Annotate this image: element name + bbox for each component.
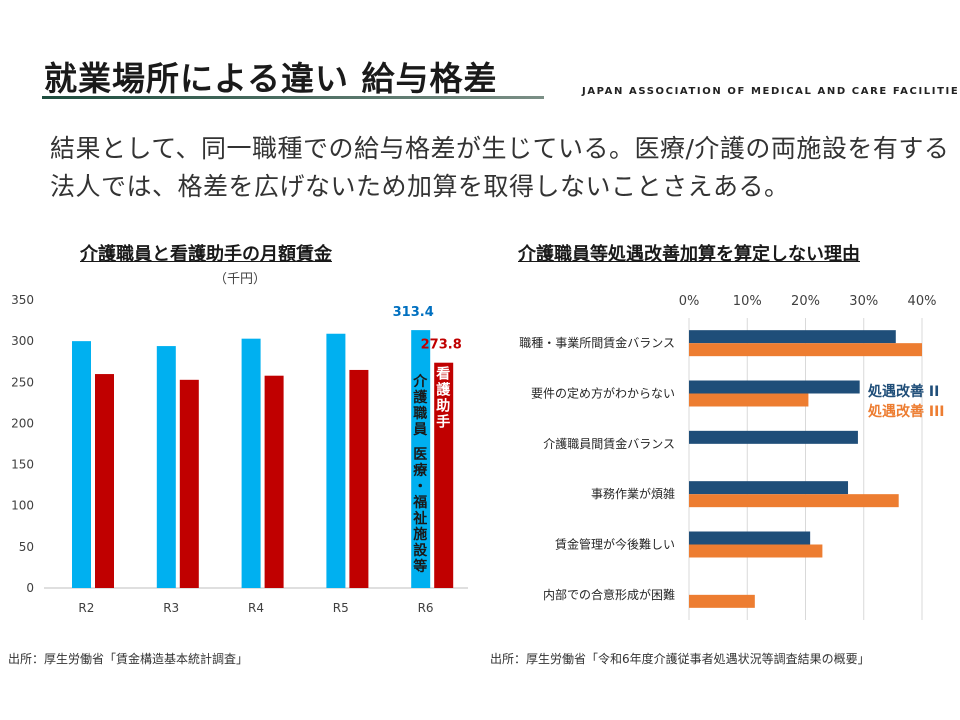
legend-entry: 処遇改善 II (867, 383, 939, 400)
category-label: 介護職員間賃金バランス (543, 436, 675, 451)
series-name-char: 職 (413, 405, 427, 422)
data-label-nursing-aide: 273.8 (421, 338, 462, 353)
bar-series-2 (689, 380, 860, 394)
y-tick-label: 150 (11, 458, 34, 472)
y-tick-label: 350 (11, 293, 34, 307)
bar-nursing-aide (434, 362, 454, 588)
series-name-char: 施 (413, 526, 427, 543)
organization-name: JAPAN ASSOCIATION OF MEDICAL AND CARE FA… (582, 86, 960, 97)
series-name-char: 員 (412, 422, 427, 438)
series-name-char: 療 (413, 462, 428, 479)
x-tick-label: R2 (78, 601, 94, 615)
bar-care-staff (326, 333, 346, 588)
category-label: 事務作業が煩雑 (591, 486, 675, 501)
slide-title: 就業場所による違い 給与格差 (44, 59, 498, 98)
bar-nursing-aide (264, 375, 284, 588)
series-name-char: 介 (412, 373, 428, 390)
series-name-char: 看 (435, 366, 450, 383)
series-name-char: 手 (436, 414, 450, 431)
series-name-char: 護 (436, 382, 451, 399)
bar-series-3 (689, 343, 922, 357)
x-tick-label: R4 (248, 601, 264, 615)
left-chart-unit: （千円） (214, 272, 267, 287)
series-name-char: 等 (413, 558, 427, 575)
x-tick-label: 20% (791, 294, 820, 309)
category-label: 賃金管理が今後難しい (555, 537, 675, 552)
bar-series-2 (689, 531, 811, 545)
bar-series-2 (689, 330, 896, 344)
y-tick-label: 100 (11, 499, 34, 513)
bar-nursing-aide (349, 369, 369, 588)
legend-entry: 処遇改善 III (867, 403, 945, 420)
reason-bar-chart: 0% 10% 20% 30% 40% 職種・事業所間賃金バランス要件の定め方がわからない介… (519, 294, 945, 620)
x-tick-label: 40% (908, 294, 937, 309)
x-tick-label: 0% (679, 294, 700, 309)
right-source-note: 出所：厚生労働省「令和6年度介護従事者処遇状況等調査結果の概要」 (490, 652, 870, 666)
data-label-care-staff: 313.4 (393, 305, 434, 320)
x-tick-label: 10% (733, 294, 762, 309)
y-tick-label: 0 (26, 581, 34, 595)
bar-series-2 (689, 481, 849, 495)
series-label-nursing-aide: 看護助手 (435, 366, 451, 431)
series-name-char: 護 (413, 389, 428, 406)
series-name-char: 福 (412, 494, 427, 511)
bar-series-3 (689, 544, 823, 558)
series-name-char: 設 (413, 542, 428, 559)
y-tick-label: 50 (19, 540, 34, 554)
series-name-char: 助 (436, 398, 450, 415)
y-tick-label: 200 (11, 416, 34, 430)
x-tick-label: 30% (849, 294, 878, 309)
bar-series-3 (689, 594, 755, 608)
bar-care-staff (156, 346, 176, 588)
y-tick-label: 250 (11, 375, 34, 389)
bar-nursing-aide (179, 379, 199, 588)
left-source-note: 出所：厚生労働省「賃金構造基本統計調査」 (8, 652, 249, 666)
y-tick-label: 300 (11, 334, 34, 348)
bar-series-3 (689, 393, 809, 407)
category-label: 要件の定め方がわからない (531, 386, 675, 401)
right-chart-title: 介護職員等処遇改善加算を算定しない理由 (518, 244, 860, 265)
x-tick-label: R3 (163, 601, 179, 615)
bar-nursing-aide (95, 374, 114, 588)
bar-care-staff (72, 341, 91, 588)
bar-care-staff (411, 330, 431, 588)
lead-text: 結果として、同一職種での給与格差が生じている。医療/介護の両施設を有する法人では… (50, 134, 950, 201)
category-label: 内部での合意形成が困難 (543, 587, 675, 602)
series-name-char: 医 (413, 447, 427, 463)
title-underline (42, 96, 544, 99)
series-name-char: 祉 (412, 510, 427, 527)
x-tick-label: R5 (333, 601, 349, 615)
bar-series-3 (689, 494, 899, 508)
left-chart-title: 介護職員と看護助手の月額賃金 (80, 244, 332, 265)
series-name-char: ・ (413, 479, 427, 495)
x-tick-label: R6 (418, 601, 434, 615)
bar-care-staff (241, 338, 261, 588)
wage-bar-chart: 0 50 100 150 200 250 300 350 R2 R3 R4 R5 R6 313.4 273.… (11, 293, 468, 615)
category-label: 職種・事業所間賃金バランス (519, 335, 675, 350)
bar-series-2 (689, 430, 858, 444)
